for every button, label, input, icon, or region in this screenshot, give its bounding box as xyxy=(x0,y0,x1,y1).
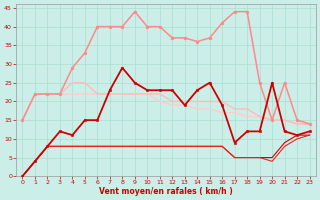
X-axis label: Vent moyen/en rafales ( km/h ): Vent moyen/en rafales ( km/h ) xyxy=(99,187,233,196)
